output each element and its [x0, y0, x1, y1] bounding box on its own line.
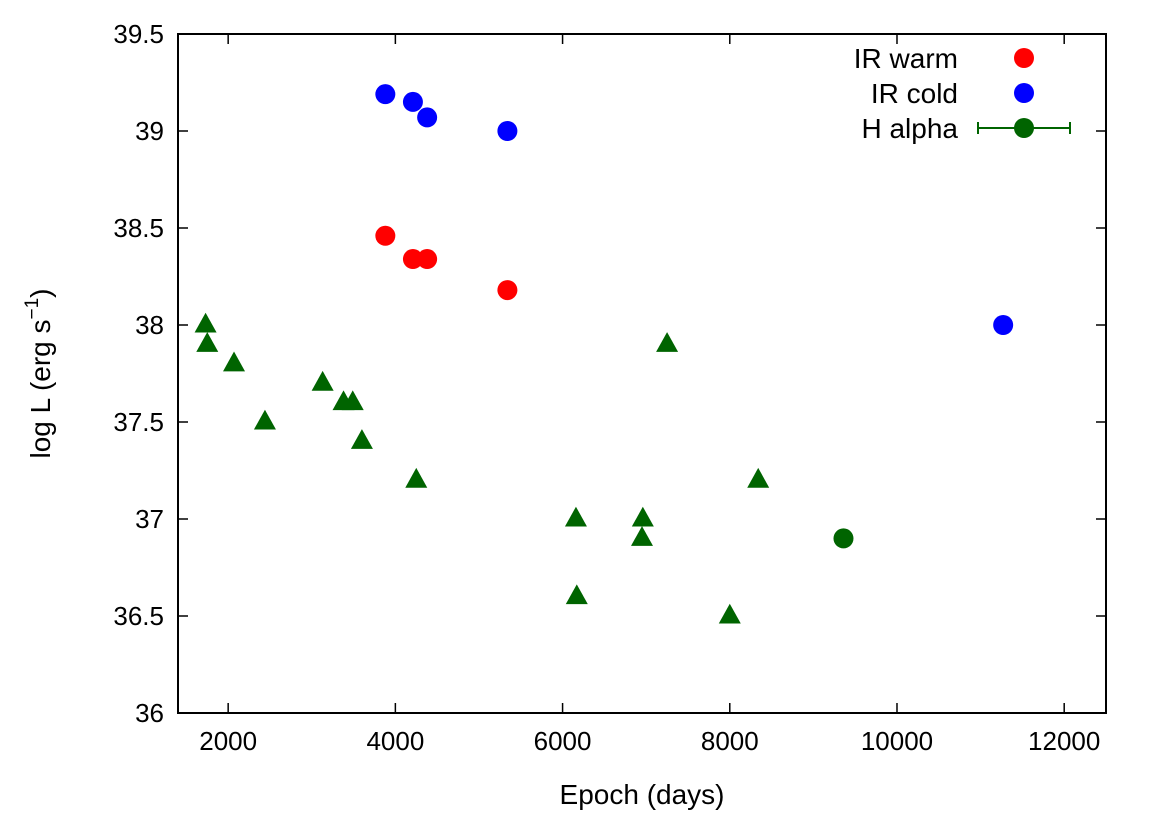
y-axis-title-close: )	[25, 288, 56, 297]
y-axis-title: log L (erg s−1)	[22, 288, 56, 458]
data-point-triangle	[564, 506, 587, 527]
y-axis-title-sup: −1	[22, 298, 43, 320]
data-point-triangle	[718, 603, 741, 624]
y-tick-label: 37	[135, 504, 164, 534]
ticks-layer: 2000 4000 6000 8000 10000 12000 36 36.5 37 37.5 38…	[113, 19, 1106, 756]
legend-label: IR warm	[854, 43, 958, 74]
plot-frame	[177, 33, 1107, 714]
legend-marker	[1014, 48, 1034, 68]
data-point-triangle	[565, 584, 588, 605]
data-point	[375, 225, 396, 246]
y-tick-label: 39	[135, 116, 164, 146]
y-tick-label: 37.5	[113, 407, 164, 437]
data-point-triangle	[194, 312, 217, 333]
data-point	[497, 121, 518, 141]
x-tick-label: 6000	[534, 726, 592, 756]
data-point	[402, 91, 423, 112]
data-point-triangle	[350, 429, 373, 449]
x-tick-label: 12000	[1028, 726, 1100, 756]
legend: IR warm IR cold H alpha	[854, 43, 1071, 144]
data-point	[417, 249, 438, 270]
legend-label: H alpha	[861, 113, 958, 144]
y-axis-title-main: log L (erg s	[25, 319, 56, 458]
series-ir-cold	[375, 84, 1014, 335]
series-ir-warm	[375, 225, 518, 301]
data-point-triangle	[253, 409, 276, 430]
data-point	[993, 315, 1014, 335]
plot-layer	[194, 84, 1014, 624]
data-point-triangle	[196, 332, 219, 352]
x-tick-label: 2000	[199, 726, 257, 756]
data-point	[833, 528, 854, 549]
series-h-alpha	[833, 528, 854, 549]
y-tick-label: 38.5	[113, 213, 164, 243]
y-tick-label: 36	[135, 698, 164, 728]
legend-marker	[1014, 118, 1034, 138]
data-point	[497, 280, 518, 301]
data-point	[375, 84, 396, 105]
data-point-triangle	[341, 390, 364, 411]
data-point-triangle	[631, 526, 653, 546]
x-axis-title: Epoch (days)	[560, 779, 725, 810]
x-tick-label: 10000	[861, 726, 933, 756]
data-point-triangle	[656, 332, 679, 352]
y-tick-label: 38	[135, 310, 164, 340]
data-point-triangle	[631, 506, 654, 527]
data-point-triangle	[747, 467, 770, 488]
x-tick-label: 4000	[366, 726, 424, 756]
data-point	[417, 107, 438, 128]
legend-label: IR cold	[871, 78, 958, 109]
legend-marker	[1014, 83, 1034, 103]
data-point-triangle	[223, 351, 246, 372]
x-tick-label: 8000	[701, 726, 759, 756]
series-h-alpha-triangles	[194, 312, 770, 624]
data-point-triangle	[405, 467, 428, 488]
data-point	[402, 249, 423, 270]
data-point-triangle	[311, 370, 334, 391]
y-tick-label: 36.5	[113, 601, 164, 631]
y-tick-label: 39.5	[113, 19, 164, 49]
